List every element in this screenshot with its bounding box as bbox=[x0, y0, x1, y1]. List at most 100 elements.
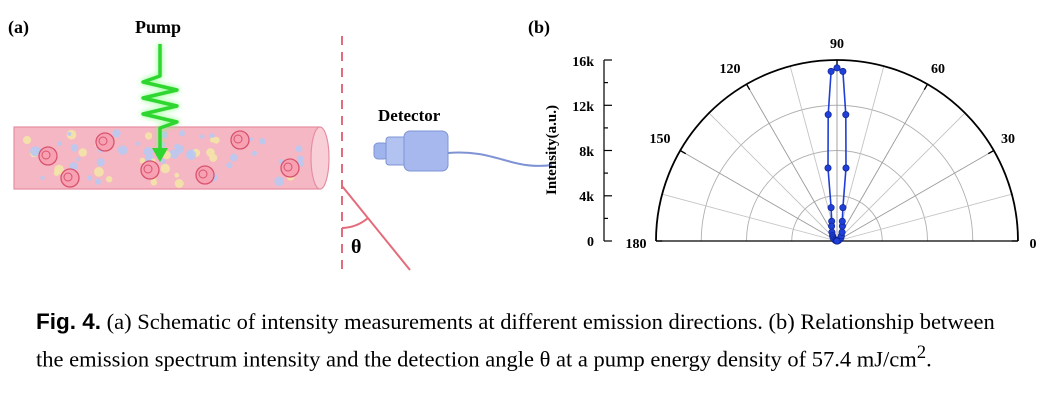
fiber-particle bbox=[209, 133, 215, 139]
intensity-point bbox=[827, 67, 835, 75]
fiber-particle bbox=[70, 144, 79, 152]
intensity-point bbox=[827, 204, 835, 212]
fiber-particle bbox=[30, 146, 41, 157]
polar-grid-spoke bbox=[836, 83, 928, 242]
polar-data-series bbox=[824, 64, 850, 245]
pump: Pump bbox=[135, 17, 181, 162]
fiber-particle bbox=[150, 179, 158, 186]
radial-tick-label-0: 0 bbox=[587, 235, 594, 250]
fiber-cluster-core bbox=[143, 164, 153, 174]
angle-tick-mark bbox=[679, 149, 687, 155]
caption-superscript: 2 bbox=[916, 342, 927, 363]
angle-tick-label-60: 60 bbox=[931, 62, 945, 77]
polar-grid-spoke bbox=[836, 150, 995, 242]
fiber-particle bbox=[274, 176, 284, 187]
caption-period: . bbox=[926, 346, 932, 372]
pump-label: Pump bbox=[135, 17, 181, 37]
fiber-particle bbox=[67, 131, 72, 136]
fiber-cluster-core bbox=[198, 169, 208, 179]
fiber-particle bbox=[69, 162, 78, 171]
fiber-particle bbox=[186, 149, 196, 160]
fiber-particle bbox=[174, 179, 184, 188]
fiber-particle bbox=[212, 136, 220, 144]
intensity-point bbox=[842, 111, 850, 119]
y-axis-title: Intensity(a.u.) bbox=[544, 105, 560, 195]
fiber-particle bbox=[136, 141, 141, 146]
fiber bbox=[13, 126, 330, 190]
angle-tick-label-120: 120 bbox=[720, 62, 741, 77]
fiber-particle bbox=[54, 164, 64, 175]
fiber-particle bbox=[259, 138, 266, 145]
fiber-particle bbox=[40, 175, 45, 180]
fiber-particle bbox=[295, 145, 303, 153]
radial-tick-marks bbox=[604, 59, 612, 242]
fiber-particle bbox=[174, 143, 180, 150]
fiber-particle bbox=[297, 155, 304, 162]
angle-tick-label-90: 90 bbox=[830, 37, 844, 52]
fiber-particle bbox=[206, 148, 215, 157]
panel-b: (b) Intensity(a.u.) 0 4k 8k 12k 16k 0 30… bbox=[528, 17, 1037, 252]
caption-figure-label: Fig. 4. bbox=[36, 309, 102, 334]
detection-angle-line bbox=[341, 185, 411, 271]
pump-wave bbox=[141, 44, 179, 150]
polar-grid-spoke bbox=[662, 193, 838, 242]
intensity-point bbox=[824, 111, 832, 119]
fiber-particle bbox=[209, 137, 215, 143]
polar-grid-spoke bbox=[708, 112, 838, 242]
radial-tick-label-16k: 16k bbox=[572, 55, 594, 70]
detector-body bbox=[403, 130, 449, 172]
intensity-point bbox=[838, 217, 846, 225]
intensity-point bbox=[839, 204, 847, 212]
intensity-point bbox=[824, 164, 832, 172]
intensity-point bbox=[833, 64, 841, 72]
angle-arc bbox=[341, 217, 369, 229]
fiber-particle bbox=[297, 160, 304, 167]
angle-tick-label-180: 180 bbox=[626, 237, 647, 252]
radial-axis: 0 4k 8k 12k 16k bbox=[572, 55, 612, 250]
fiber-cluster-core bbox=[283, 162, 293, 172]
angle-tick-mark bbox=[745, 83, 751, 91]
fiber-particle bbox=[160, 131, 168, 139]
polar-grid-spoke bbox=[836, 112, 966, 242]
fiber-particle bbox=[169, 149, 179, 159]
panel-a-label: (a) bbox=[8, 17, 29, 38]
figure-caption: Fig. 4. (a) Schematic of intensity measu… bbox=[36, 306, 1026, 375]
fiber-particle bbox=[87, 175, 93, 181]
polar-grid-spoke bbox=[836, 66, 885, 242]
fiber-particle bbox=[230, 153, 238, 162]
fiber-particle bbox=[143, 146, 153, 157]
fiber-particle bbox=[178, 130, 185, 137]
fiber-particle bbox=[78, 148, 88, 157]
fiber-particle bbox=[199, 134, 205, 139]
fiber-particle bbox=[160, 163, 170, 174]
fiber-cluster-core bbox=[41, 150, 51, 160]
intensity-point bbox=[828, 222, 836, 230]
fiber-particle bbox=[174, 172, 180, 178]
fiber-end-cap bbox=[310, 126, 330, 190]
fiber-cluster-core bbox=[233, 134, 243, 144]
polar-grid-spoke bbox=[836, 193, 1012, 242]
angle-tick-label-150: 150 bbox=[650, 132, 671, 147]
detector-neck bbox=[385, 136, 407, 166]
fiber-particle bbox=[94, 178, 101, 185]
fiber-particle bbox=[23, 135, 32, 145]
fiber-particle bbox=[76, 157, 81, 162]
fiber-particle bbox=[94, 167, 104, 177]
fiber-particle bbox=[57, 141, 62, 146]
angle-tick-label-0: 0 bbox=[1030, 237, 1037, 252]
fiber-particle bbox=[117, 145, 128, 155]
panel-b-label: (b) bbox=[528, 17, 550, 38]
angle-tick-mark bbox=[987, 149, 995, 155]
detector-label: Detector bbox=[378, 106, 441, 125]
radial-tick-label-4k: 4k bbox=[579, 190, 594, 205]
fiber-particle bbox=[226, 162, 233, 169]
radial-tick-label-8k: 8k bbox=[579, 145, 594, 160]
angle-label: θ bbox=[351, 236, 361, 258]
polar-grid-spoke bbox=[789, 66, 838, 242]
polar-grid-spoke bbox=[746, 83, 838, 242]
intensity-point bbox=[842, 164, 850, 172]
fiber-particle bbox=[112, 129, 121, 138]
fiber-particle bbox=[139, 157, 146, 164]
radial-tick-label-12k: 12k bbox=[572, 100, 594, 115]
pump-arrow-icon bbox=[152, 148, 168, 162]
